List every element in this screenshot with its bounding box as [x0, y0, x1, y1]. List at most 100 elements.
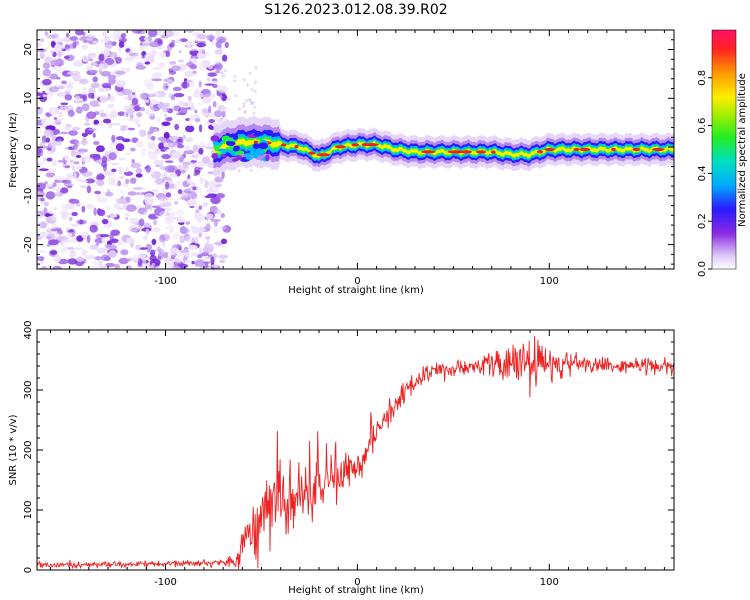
ridge-peak [652, 147, 665, 152]
noise-blob [101, 254, 110, 261]
noise-blob [179, 38, 188, 43]
noise-blob [78, 78, 89, 85]
ridge-blob [254, 148, 265, 156]
noise-blob [45, 183, 53, 188]
noise-blob [47, 226, 57, 230]
noise-blob [214, 60, 220, 66]
colorbar-gradient [711, 29, 737, 270]
noise-blob [167, 63, 172, 70]
noise-blob [107, 103, 115, 109]
noise-blob [75, 256, 85, 262]
noise-blob [144, 196, 155, 205]
noise-blob [116, 200, 128, 204]
noise-blob [115, 143, 125, 152]
noise-blob [45, 191, 56, 200]
noise-blob [118, 41, 125, 48]
noise-blob [162, 30, 174, 38]
noise-blob [194, 166, 201, 174]
noise-blob [132, 53, 143, 60]
noise-blob [63, 73, 71, 77]
noise-blob [206, 238, 211, 243]
noise-blob [160, 201, 166, 205]
ridge-blob [247, 133, 256, 138]
noise-blob [59, 105, 64, 110]
noise-blob [64, 125, 71, 132]
noise-blob [198, 147, 204, 155]
noise-blob [43, 207, 48, 215]
noise-blob [48, 210, 53, 215]
noise-blob [174, 258, 183, 263]
snr-panel: -100 0 100 0 100 200 300 400 Height of straight… [8, 320, 675, 596]
noise-blob [67, 80, 76, 84]
noise-blob [204, 180, 209, 189]
noise-blob [175, 231, 181, 238]
noise-blob [198, 248, 203, 253]
noise-blob [117, 180, 121, 187]
noise-blob [115, 70, 126, 75]
ridge-blob [244, 153, 251, 157]
ridge-peak [544, 147, 555, 152]
noise-blob [139, 45, 145, 51]
noise-blob [242, 78, 246, 82]
noise-blob [88, 58, 94, 62]
noise-blob [57, 51, 63, 57]
noise-blob [196, 42, 207, 48]
noise-blob [214, 49, 223, 55]
noise-blob [183, 150, 195, 155]
noise-blob [138, 190, 142, 196]
noise-blob [204, 261, 209, 269]
noise-blob [185, 221, 191, 225]
noise-blob [212, 100, 217, 108]
noise-blob [188, 48, 199, 52]
noise-blob [126, 265, 132, 269]
noise-blob [202, 96, 212, 104]
noise-blob [93, 207, 97, 216]
noise-blob [195, 118, 201, 123]
noise-blob [53, 117, 58, 120]
noise-blob [123, 171, 134, 177]
noise-blob [68, 130, 78, 136]
noise-blob [97, 197, 108, 203]
noise-blob [46, 167, 56, 173]
noise-blob [172, 86, 182, 92]
noise-blob [171, 65, 181, 72]
noise-blob [111, 134, 116, 143]
noise-blob [206, 160, 215, 169]
noise-blob [141, 257, 147, 266]
noise-blob [120, 249, 129, 256]
noise-blob [102, 87, 112, 91]
noise-blob [91, 221, 99, 225]
noise-blob [68, 216, 73, 222]
noise-blob [120, 124, 127, 132]
noise-blob [161, 153, 171, 160]
noise-blob [104, 244, 113, 248]
noise-blob [62, 245, 68, 251]
noise-blob [151, 263, 156, 266]
noise-blob [140, 40, 144, 46]
noise-blob [176, 244, 182, 249]
noise-blob [164, 160, 174, 163]
noise-blob [210, 256, 215, 265]
noise-blob [121, 88, 133, 96]
noise-blob [117, 242, 127, 245]
x-tick-label: 0 [354, 276, 360, 287]
noise-blob [110, 238, 119, 244]
noise-blob [175, 39, 182, 44]
noise-blob [204, 242, 210, 249]
noise-blob [193, 87, 201, 94]
noise-blob [179, 235, 186, 244]
noise-blob [109, 213, 115, 218]
noise-blob [145, 228, 150, 235]
noise-blob [137, 258, 143, 266]
noise-blob [52, 159, 57, 167]
noise-blob [66, 229, 75, 233]
noise-blob [149, 103, 154, 111]
noise-blob [201, 108, 210, 114]
ridge-blob [248, 137, 255, 141]
noise-blob [90, 82, 100, 89]
noise-blob [182, 164, 188, 169]
noise-blob [81, 231, 89, 239]
ridge-blob [214, 146, 219, 152]
noise-blob [227, 97, 231, 101]
noise-blob [106, 206, 111, 210]
